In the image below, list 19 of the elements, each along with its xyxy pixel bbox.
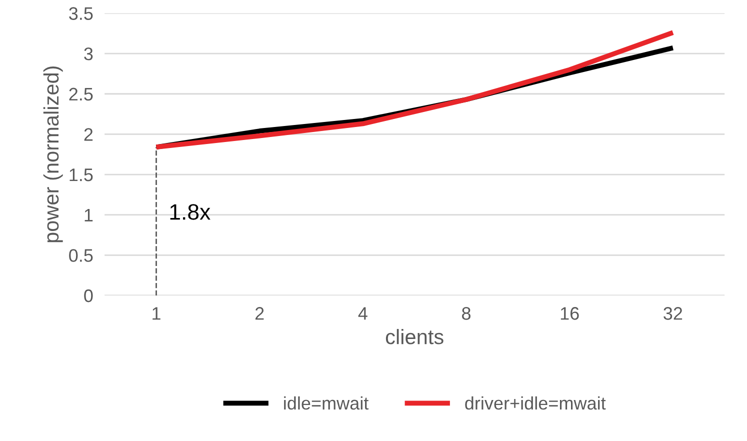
x-tick-label: 16 <box>560 307 579 320</box>
y-tick-label: 3 <box>84 47 93 60</box>
legend-label: driver+idle=mwait <box>465 396 606 410</box>
y-tick-label: 0.5 <box>69 249 93 262</box>
y-tick-label: 2 <box>84 128 93 141</box>
x-tick-label: 2 <box>255 307 264 320</box>
y-tick-label: 3.5 <box>69 7 93 20</box>
x-tick-label: 1 <box>152 307 160 320</box>
annotation: 1.8x <box>170 204 210 220</box>
x-axis-title: clients <box>386 328 444 344</box>
y-axis-title: power (normalized) <box>43 66 63 242</box>
legend-label: idle=mwait <box>284 396 369 410</box>
y-tick-label: 1 <box>84 208 93 222</box>
x-tick-label: 4 <box>358 307 368 320</box>
y-tick-label: 1.5 <box>70 168 93 182</box>
y-tick-label: 2.5 <box>69 88 93 101</box>
y-tick-label: 0 <box>84 289 93 302</box>
x-tick-label: 32 <box>664 307 682 320</box>
x-tick-label: 8 <box>462 307 470 320</box>
